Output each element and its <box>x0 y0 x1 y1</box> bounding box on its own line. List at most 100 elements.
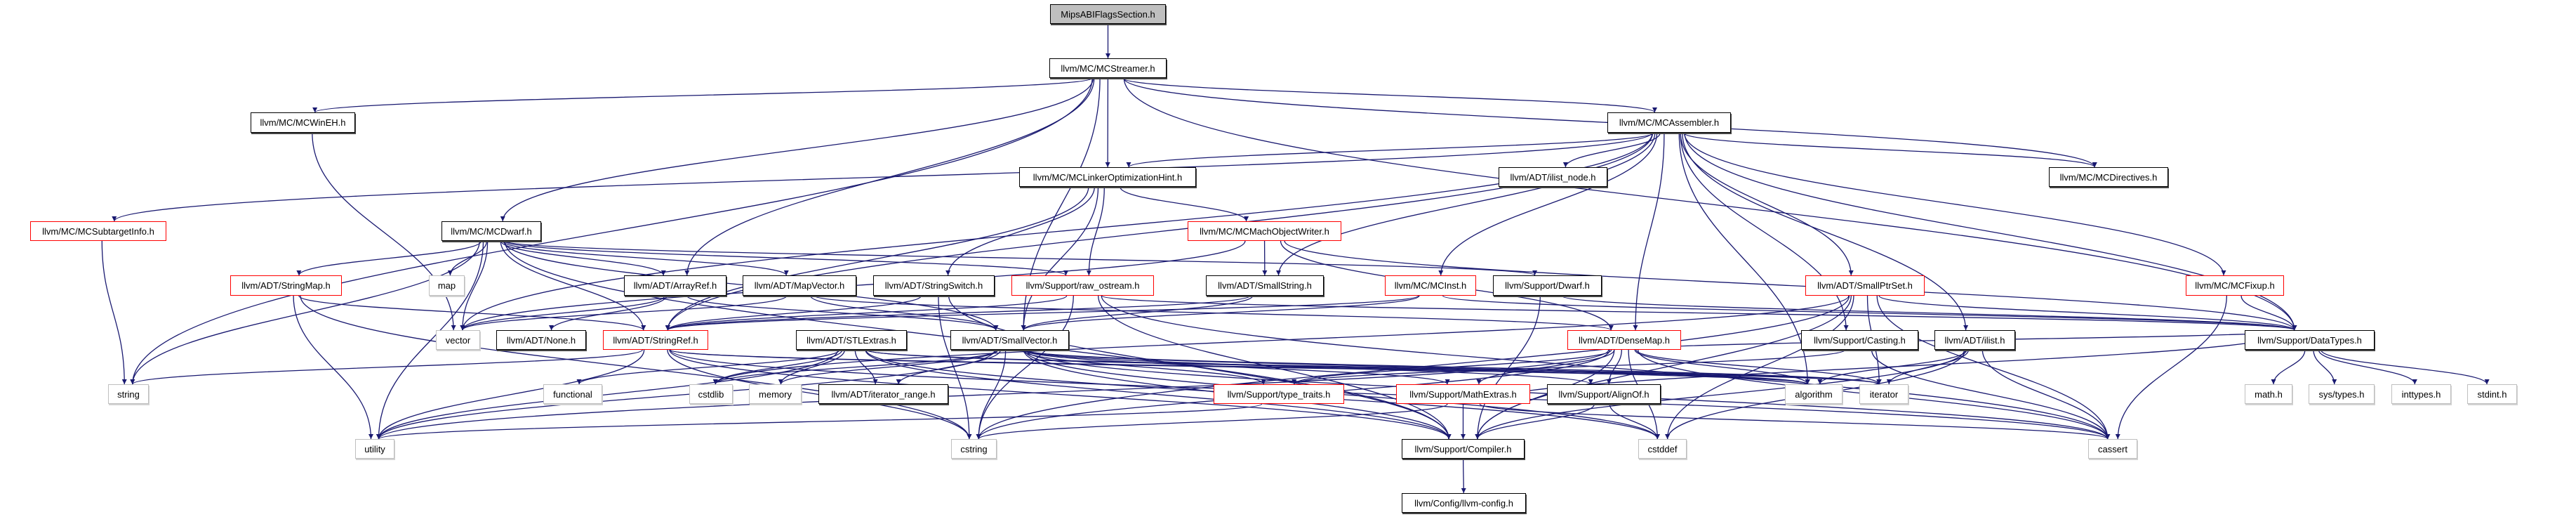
node-stringmap[interactable]: llvm/ADT/StringMap.h <box>230 275 342 296</box>
node-vector: vector <box>436 330 480 350</box>
node-string: string <box>108 384 149 404</box>
edge-assembler-to-datatypes <box>1684 132 2297 331</box>
node-map: map <box>429 275 465 296</box>
node-dwarf[interactable]: llvm/MC/MCDwarf.h <box>441 221 541 241</box>
edge-rawostream-to-stringref <box>665 295 1068 331</box>
edge-alignof-to-cstddef <box>1609 403 1660 440</box>
edge-rawostream-to-cstring <box>976 295 1074 440</box>
node-datatypes[interactable]: llvm/Support/DataTypes.h <box>2245 330 2375 350</box>
edge-stringswitch-to-cstring <box>938 295 972 440</box>
edge-ilist-to-compiler <box>1475 349 1965 440</box>
node-memory: memory <box>749 384 802 404</box>
edge-loh-to-stringref <box>665 186 1089 331</box>
node-wineh[interactable]: llvm/MC/MCWinEH.h <box>251 112 355 133</box>
edge-dwarf-to-supdwarf <box>504 240 1537 276</box>
node-ilistnode[interactable]: llvm/ADT/ilist_node.h <box>1499 167 1607 187</box>
edge-ilist-to-cassert <box>1981 349 2111 440</box>
edge-supdwarf-to-compiler <box>1475 295 1541 440</box>
node-systypes: sys/types.h <box>2309 384 2375 404</box>
edge-smallvector-to-mathextras <box>1023 349 1450 385</box>
node-mcfixup[interactable]: llvm/MC/MCFixup.h <box>2186 275 2284 296</box>
node-smallvector[interactable]: llvm/ADT/SmallVector.h <box>950 330 1069 350</box>
node-utility: utility <box>355 439 394 459</box>
edge-mcfixup-to-cassert <box>2115 295 2228 440</box>
node-densemap[interactable]: llvm/ADT/DenseMap.h <box>1567 330 1681 350</box>
edge-assembler-to-ilist <box>1682 132 1969 331</box>
node-assembler[interactable]: llvm/MC/MCAssembler.h <box>1607 112 1731 133</box>
edge-assembler-to-subtarget <box>112 132 1653 222</box>
node-mcinst[interactable]: llvm/MC/MCInst.h <box>1385 275 1476 296</box>
edge-stringref-to-iterator <box>670 349 1881 385</box>
edge-arrayref-to-none <box>549 295 668 331</box>
edge-stringmap-to-stringref <box>298 295 646 331</box>
edge-stringref-to-cstring <box>667 349 972 440</box>
node-typetraits[interactable]: llvm/Support/type_traits.h <box>1214 384 1344 404</box>
node-streamer[interactable]: llvm/MC/MCStreamer.h <box>1049 58 1167 78</box>
edge-stlextras-to-compiler <box>865 349 1452 440</box>
edge-casting-to-typetraits <box>1292 349 1846 385</box>
edge-densemap-to-typetraits <box>1292 349 1612 385</box>
edge-smallptrset-to-cassert <box>1876 295 2111 440</box>
edge-loh-to-machow <box>1120 186 1249 222</box>
edge-stlextras-to-iterrange <box>854 349 878 385</box>
edge-stringmap-to-cstring <box>300 295 972 440</box>
edge-stringswitch-to-compiler <box>948 295 1452 440</box>
node-alignof[interactable]: llvm/Support/AlignOf.h <box>1547 384 1661 404</box>
edge-smallstring-to-stringref <box>665 295 1251 331</box>
edge-typetraits-to-utility <box>376 403 1263 440</box>
edge-stringref-to-string <box>130 349 643 385</box>
edge-compiler-to-llvmconfig <box>1461 458 1466 494</box>
edge-machow-to-datatypes <box>1284 240 2297 331</box>
edge-mathextras-to-cstring <box>976 403 1448 440</box>
node-mathextras[interactable]: llvm/Support/MathExtras.h <box>1396 384 1530 404</box>
node-subtarget[interactable]: llvm/MC/MCSubtargetInfo.h <box>30 221 166 241</box>
node-machow[interactable]: llvm/MC/MCMachObjectWriter.h <box>1188 221 1341 241</box>
node-stlextras[interactable]: llvm/ADT/STLExtras.h <box>796 330 907 350</box>
node-inttypes: inttypes.h <box>2391 384 2451 404</box>
edge-mapvector-to-vector <box>460 295 788 331</box>
node-loh[interactable]: llvm/MC/MCLinkerOptimizationHint.h <box>1019 167 1196 187</box>
node-mapvector[interactable]: llvm/ADT/MapVector.h <box>743 275 856 296</box>
edge-stringref-to-compiler <box>669 349 1452 440</box>
node-compiler[interactable]: llvm/Support/Compiler.h <box>1402 439 1525 459</box>
edge-densemap-to-compiler <box>1475 349 1615 440</box>
edge-smallptrset-to-datatypes <box>1878 295 2297 331</box>
edge-supdwarf-to-datatypes <box>1561 295 2297 331</box>
edge-datatypes-to-inttypes <box>2318 349 2417 385</box>
node-smallstring[interactable]: llvm/ADT/SmallString.h <box>1206 275 1324 296</box>
edge-dwarf-to-mapvector <box>502 240 789 276</box>
node-stringref[interactable]: llvm/ADT/StringRef.h <box>603 330 708 350</box>
edge-arrayref-to-vector <box>460 295 665 331</box>
edge-assembler-to-mcfixup <box>1684 132 2226 276</box>
node-casting[interactable]: llvm/Support/Casting.h <box>1801 330 1918 350</box>
node-arrayref[interactable]: llvm/ADT/ArrayRef.h <box>624 275 726 296</box>
node-stringswitch[interactable]: llvm/ADT/StringSwitch.h <box>873 275 995 296</box>
edge-stringref-to-cassert <box>670 349 2110 440</box>
edge-streamer-to-assembler <box>1122 77 1657 113</box>
node-none[interactable]: llvm/ADT/None.h <box>496 330 586 350</box>
node-directives[interactable]: llvm/MC/MCDirectives.h <box>2049 167 2168 187</box>
edge-smallvector-to-cstdlib <box>712 349 998 385</box>
node-supdwarf[interactable]: llvm/Support/Dwarf.h <box>1493 275 1602 296</box>
edge-dwarf-to-vector <box>460 240 489 331</box>
edge-mcfixup-to-datatypes <box>2240 295 2297 331</box>
edge-smallvector-to-utility <box>376 349 995 440</box>
edge-stringswitch-to-stringref <box>665 295 922 331</box>
node-rawostream[interactable]: llvm/Support/raw_ostream.h <box>1011 275 1154 296</box>
node-smallptrset[interactable]: llvm/ADT/SmallPtrSet.h <box>1805 275 1925 296</box>
node-iterator: iterator <box>1859 384 1908 404</box>
node-llvmconfig[interactable]: llvm/Config/llvm-config.h <box>1402 493 1526 513</box>
edge-assembler-to-directives <box>1682 132 2097 168</box>
node-ilist[interactable]: llvm/ADT/ilist.h <box>1934 330 2015 350</box>
edge-dwarf-to-stringmap <box>296 240 482 276</box>
edge-assembler-to-mcinst <box>1438 132 1658 276</box>
node-iterrange[interactable]: llvm/ADT/iterator_range.h <box>818 384 948 404</box>
edge-densemap-to-utility <box>376 349 1609 440</box>
edge-stlextras-to-utility <box>376 349 839 440</box>
edge-subtarget-to-string <box>101 240 127 385</box>
edge-datatypes-to-stdint <box>2321 349 2490 385</box>
edge-loh-to-stringswitch <box>945 186 1095 276</box>
node-stdint: stdint.h <box>2467 384 2517 404</box>
edge-arrayref-to-smallvector <box>686 295 999 331</box>
